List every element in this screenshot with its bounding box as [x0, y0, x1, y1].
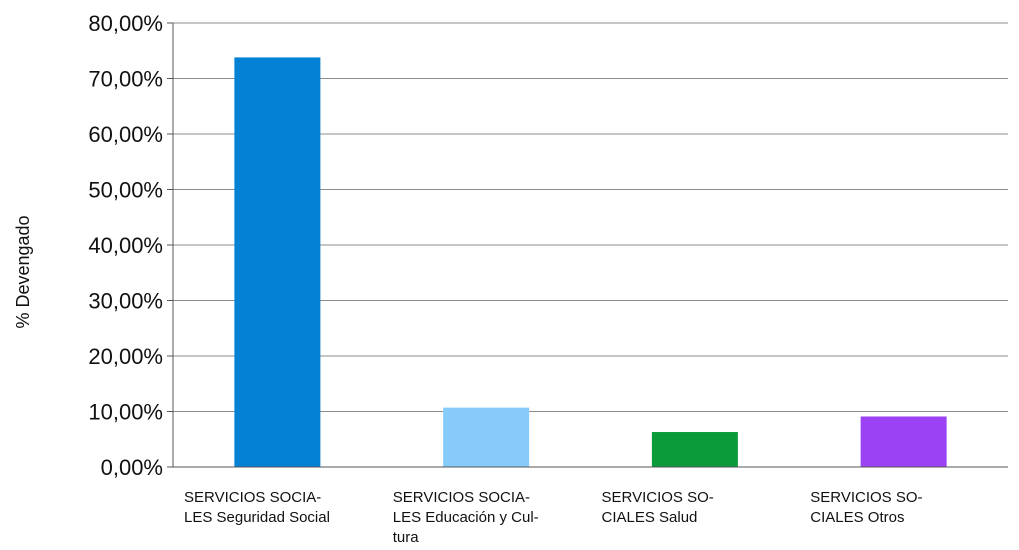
- x-category-label: SERVICIOS SOCIA-: [184, 489, 321, 506]
- y-tick-label: 10,00%: [88, 400, 163, 425]
- bar: [443, 407, 530, 467]
- axes: [167, 22, 1008, 468]
- y-tick-label: 30,00%: [88, 289, 163, 314]
- x-category-label: SERVICIOS SO-: [810, 489, 922, 506]
- y-tick-label: 50,00%: [88, 178, 163, 203]
- x-category-label: tura: [393, 529, 420, 546]
- y-axis-title: % Devengado: [13, 215, 33, 328]
- y-tick-label: 70,00%: [88, 67, 163, 92]
- x-category-label: SERVICIOS SO-: [602, 489, 714, 506]
- x-category-label: CIALES Otros: [810, 509, 904, 526]
- bar: [234, 57, 321, 467]
- x-category-label: LES Educación y Cul-: [393, 509, 539, 526]
- y-tick-label: 80,00%: [88, 11, 163, 36]
- y-tick-label: 0,00%: [101, 455, 163, 480]
- bar: [860, 416, 947, 467]
- y-tick-label: 40,00%: [88, 233, 163, 258]
- category-labels: SERVICIOS SOCIA- LES Seguridad Social SERV…: [184, 489, 923, 546]
- y-tick-label: 20,00%: [88, 344, 163, 369]
- y-tick-label: 60,00%: [88, 122, 163, 147]
- bar: [651, 432, 738, 467]
- x-category-label: LES Seguridad Social: [184, 509, 330, 526]
- bars: [234, 57, 947, 467]
- y-tick-labels: 0,00% 10,00% 20,00% 30,00% 40,00% 50,00% 60,00…: [88, 11, 163, 480]
- x-category-label: SERVICIOS SOCIA-: [393, 489, 530, 506]
- x-category-label: CIALES Salud: [602, 509, 698, 526]
